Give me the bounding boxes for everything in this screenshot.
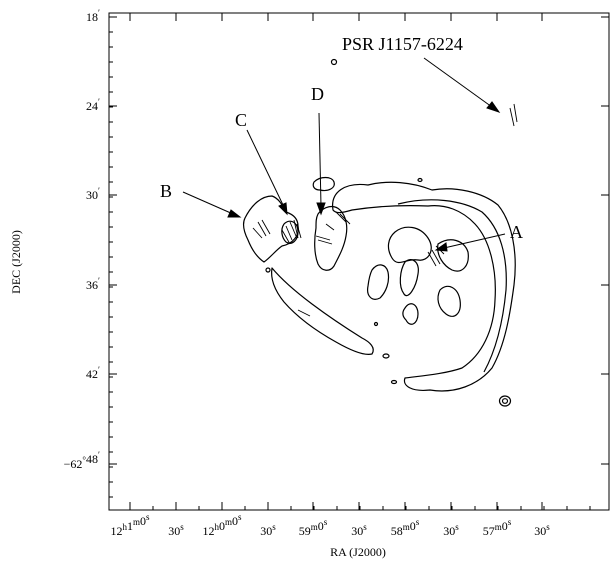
contour-lines [242, 58, 516, 407]
contour-inner-blob-3 [399, 259, 419, 297]
contour-inner-blob-6 [402, 303, 419, 325]
dec-tick-label: 36′ [86, 276, 100, 292]
contour-outer-rim [397, 199, 507, 373]
contour-inner-blob-2 [367, 264, 390, 300]
contour-compact-source-inner [501, 398, 509, 404]
contour-small-2 [265, 267, 271, 273]
ra-tick-label: 12h0m0s [202, 512, 242, 538]
label-pulsar: PSR J1157-6224 [342, 34, 463, 54]
label-B: B [160, 181, 172, 201]
contour-main-shell [332, 181, 516, 392]
ra-tick-label: 59m0s [299, 517, 328, 538]
contour-small-3 [417, 177, 423, 183]
contour-top-blob [312, 176, 335, 192]
ra-tick-label: 30s [260, 522, 276, 538]
dec-axis-ticks: 18′ 24′ 30′ 36′ 42′ −62°48′ [64, 8, 609, 498]
ra-tick-label: 30s [443, 522, 459, 538]
contour-c-knot [281, 220, 299, 244]
dec-tick-label: 30′ [86, 186, 100, 202]
label-C: C [235, 110, 247, 130]
y-axis-label: DEC (J2000) [9, 230, 23, 294]
contour-small-1 [390, 379, 398, 385]
contour-inner-blob-4 [437, 239, 469, 272]
ra-tick-label: 58m0s [391, 517, 420, 538]
x-axis-label: RA (J2000) [330, 545, 386, 559]
ra-tick-label: 12h1m0s [110, 512, 150, 538]
label-D: D [311, 84, 324, 104]
contour-compact-source-outer [498, 395, 512, 407]
contour-inner-blob-1 [387, 226, 432, 264]
annotation-arrows [182, 57, 506, 252]
plot-frame [108, 12, 610, 511]
ra-tick-label: 30s [168, 522, 184, 538]
contour-small-5 [373, 321, 379, 327]
ra-axis-ticks: 12h1m0s 30s 12h0m0s 30s 59m0s 30s 58m0s 30s 57m0… [110, 13, 591, 538]
contour-inner-blob-5 [437, 285, 461, 317]
contour-d-filament [314, 205, 348, 271]
contour-small-4 [382, 353, 390, 359]
contour-left-filament [242, 195, 299, 263]
dec-tick-label: −62°48′ [64, 450, 100, 471]
contour-lower-arc [271, 267, 374, 355]
label-A: A [510, 222, 523, 242]
ra-tick-label: 57m0s [483, 517, 512, 538]
dec-tick-label: 42′ [86, 365, 100, 381]
ra-tick-label: 30s [534, 522, 550, 538]
ra-tick-label: 30s [351, 522, 367, 538]
polarization-vectors [252, 103, 518, 317]
dec-tick-label: 18′ [86, 8, 100, 24]
dec-tick-label: 24′ [86, 97, 100, 113]
contour-isolated-top [330, 58, 338, 66]
